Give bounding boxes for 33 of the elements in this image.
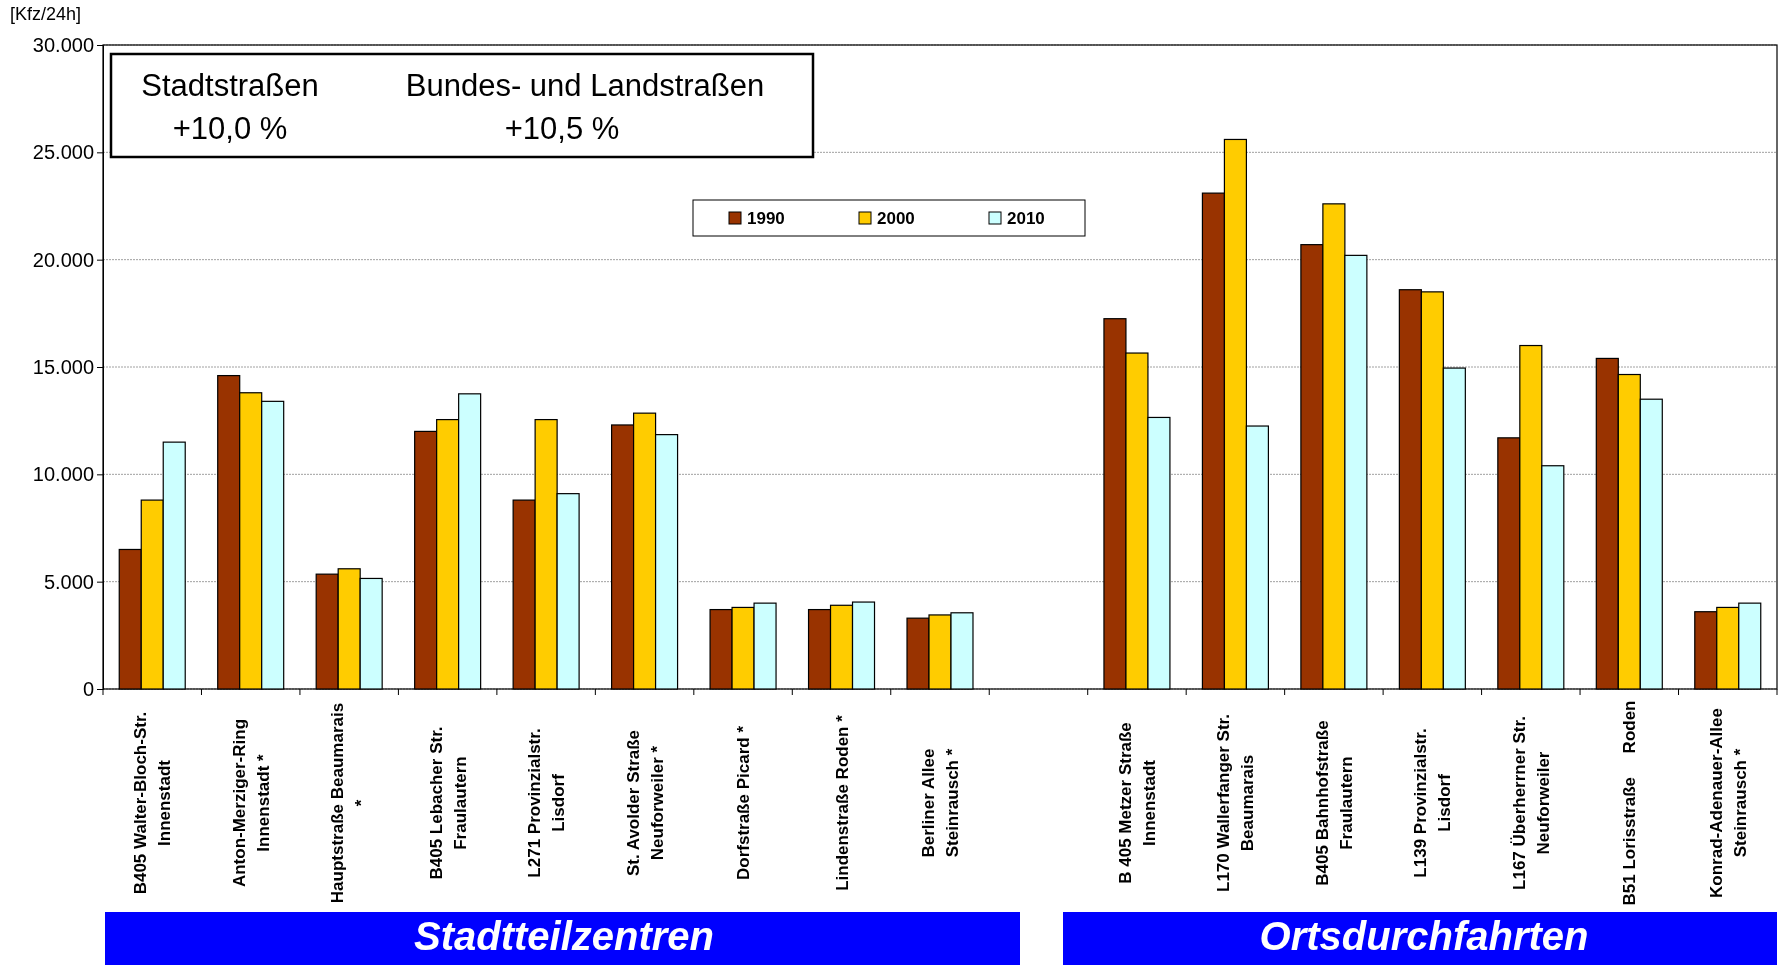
x-tick-label: Anton-Merziger-Ring Innenstadt * bbox=[229, 718, 273, 888]
y-tick-label: 5.000 bbox=[43, 570, 94, 593]
x-tick-label: B405 Lebacher Str. Fraulautern bbox=[426, 726, 470, 880]
x-tick-label: Berliner Allee Steinrausch * bbox=[919, 748, 962, 858]
y-tick-label: 10.000 bbox=[32, 463, 94, 486]
x-tick-label: L139 Provinzialstr. Lisdorf bbox=[1411, 728, 1455, 878]
y-tick-label: 20.000 bbox=[32, 248, 94, 271]
x-tick-label: B405 Bahnhofstraße Fraulautern bbox=[1312, 720, 1356, 886]
x-tick-label: B51 Lorisstraße Roden bbox=[1620, 700, 1640, 906]
legend-label: 2010 bbox=[1007, 209, 1045, 228]
x-tick-label: B405 Walter-Bloch-Str. Innenstadt bbox=[131, 711, 175, 895]
legend-label: 1990 bbox=[747, 209, 785, 228]
y-tick-label: 25.000 bbox=[32, 141, 94, 164]
y-tick-label: 0 bbox=[82, 677, 94, 700]
annotation: +10,0 % bbox=[172, 111, 288, 146]
annotation: Stadtstraßen bbox=[141, 68, 319, 103]
y-axis-title: [Kfz/24h] bbox=[10, 4, 82, 24]
x-tick-label: B 405 Metzer Straße Innenstadt bbox=[1115, 722, 1159, 884]
x-tick-label: Hauptstraße Beaumarais * bbox=[328, 702, 372, 904]
y-tick-label: 15.000 bbox=[32, 355, 94, 378]
x-tick-label: L167 Überherrner Str. Neuforweiler bbox=[1509, 716, 1553, 890]
x-tick-label: Dorfstraße Picard * bbox=[734, 725, 754, 880]
x-tick-label: Lindenstraße Roden * bbox=[832, 714, 852, 891]
x-tick-label: St. Avolder Straße Neuforweiler * bbox=[623, 729, 667, 877]
y-tick-label: 30.000 bbox=[32, 33, 94, 56]
x-tick-label: L271 Provinzialstr. Lisdorf bbox=[525, 728, 569, 878]
text: Ortsdurchfahrten bbox=[1259, 914, 1589, 958]
annotation: Bundes- und Landstraßen bbox=[405, 68, 765, 103]
legend-label: 2000 bbox=[877, 209, 915, 228]
x-tick-label: L170 Wallerfanger Str. Beaumarais bbox=[1214, 714, 1258, 892]
x-tick-label: Konrad-Adenauer-Allee Steinrausch * bbox=[1706, 708, 1750, 898]
text: Stadtteilzentren bbox=[413, 914, 715, 958]
annotation: +10,5 % bbox=[504, 111, 620, 146]
